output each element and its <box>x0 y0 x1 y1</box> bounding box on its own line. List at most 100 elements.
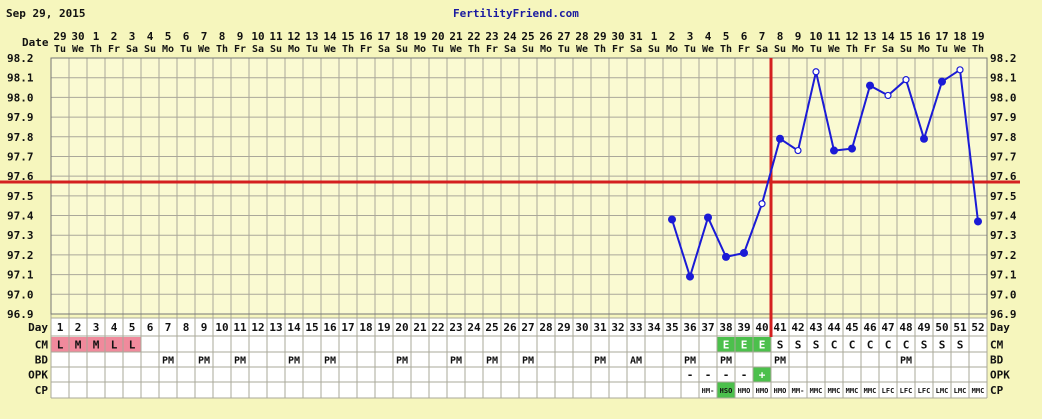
weekday-label: Tu <box>54 44 66 55</box>
cm-value: C <box>885 339 892 352</box>
date-label: 4 <box>705 30 712 43</box>
date-label: 28 <box>575 30 588 43</box>
y-tick-label-left: 98.1 <box>7 72 34 85</box>
bd-value: PM <box>198 356 210 367</box>
cycle-day-label: 42 <box>791 321 804 334</box>
temp-point <box>668 215 676 224</box>
cp-value: HMO <box>738 387 751 395</box>
cm-cell-menstruation <box>123 337 141 352</box>
y-tick-label-right: 97.2 <box>990 249 1017 262</box>
weekday-label: Mo <box>414 44 426 55</box>
cycle-day-label: 49 <box>917 321 930 334</box>
cycle-day-label: 46 <box>863 321 877 334</box>
y-tick-label-right: 98.0 <box>990 91 1017 104</box>
cm-row-label-right: CM <box>990 339 1004 352</box>
cycle-day-label: 11 <box>233 321 247 334</box>
date-row-label: Date <box>22 36 49 49</box>
date-label: 1 <box>651 30 658 43</box>
y-tick-label-left: 97.4 <box>7 210 34 223</box>
weekday-label: Su <box>144 44 156 55</box>
cp-value: LFC <box>900 387 913 395</box>
y-tick-label-right: 97.3 <box>990 229 1017 242</box>
weekday-label: Sa <box>378 44 390 55</box>
cm-value: M <box>93 339 100 352</box>
date-label: 13 <box>305 30 318 43</box>
date-label: 19 <box>971 30 984 43</box>
temp-point <box>920 134 928 143</box>
cycle-day-label: 28 <box>539 321 552 334</box>
bd-value: PM <box>162 356 174 367</box>
cycle-day-label: 3 <box>93 321 100 334</box>
cm-value: E <box>741 339 748 352</box>
weekday-label: Su <box>648 44 660 55</box>
y-tick-label-left: 97.3 <box>7 229 34 242</box>
bd-value: PM <box>234 356 246 367</box>
opk-value: - <box>705 369 712 382</box>
temp-point-open <box>794 146 802 155</box>
cycle-day-label: 5 <box>129 321 136 334</box>
date-label: 17 <box>935 30 948 43</box>
cm-value: L <box>111 339 118 352</box>
date-label: 8 <box>219 30 226 43</box>
weekday-label: Th <box>468 44 480 55</box>
date-label: 18 <box>395 30 408 43</box>
date-label: 5 <box>165 30 172 43</box>
temp-point-open <box>956 66 964 74</box>
opk-value: - <box>723 369 730 382</box>
y-tick-label-left: 97.8 <box>7 131 34 144</box>
weekday-label: Th <box>594 44 606 55</box>
weekday-label: Su <box>900 44 912 55</box>
weekday-label: Mo <box>666 44 678 55</box>
cycle-day-label: 6 <box>147 321 154 334</box>
cycle-day-label: 16 <box>323 321 337 334</box>
weekday-label: We <box>954 44 966 55</box>
cm-cell-menstruation <box>69 337 87 352</box>
cm-cell-menstruation <box>87 337 105 352</box>
date-label: 4 <box>147 30 154 43</box>
cm-cell-menstruation <box>51 337 69 352</box>
cp-value: LMC <box>936 387 949 395</box>
temp-point <box>848 144 856 153</box>
y-tick-label-left: 98.0 <box>7 91 34 104</box>
cycle-day-label: 35 <box>665 321 678 334</box>
y-tick-label-right: 97.0 <box>990 288 1017 301</box>
cycle-day-label: 12 <box>251 321 264 334</box>
cycle-day-label: 15 <box>305 321 318 334</box>
date-label: 6 <box>183 30 190 43</box>
bd-row-label: BD <box>35 354 49 367</box>
weekday-label: Sa <box>756 44 768 55</box>
date-label: 12 <box>845 30 858 43</box>
date-label: 16 <box>917 30 931 43</box>
date-label: 9 <box>795 30 802 43</box>
weekday-label: We <box>702 44 714 55</box>
date-label: 2 <box>669 30 676 43</box>
y-tick-label-right: 97.5 <box>990 190 1017 203</box>
weekday-label: Mo <box>162 44 174 55</box>
date-label: 20 <box>431 30 444 43</box>
date-label: 27 <box>557 30 570 43</box>
y-tick-label-left: 96.9 <box>7 308 34 321</box>
cp-value: HMO <box>774 387 787 395</box>
weekday-label: Sa <box>126 44 138 55</box>
bd-value: PM <box>720 356 732 367</box>
brand-link[interactable]: FertilityFriend.com <box>453 7 579 20</box>
date-label: 21 <box>449 30 463 43</box>
opk-value: - <box>687 369 694 382</box>
cycle-day-label: 36 <box>683 321 697 334</box>
weekday-label: Th <box>216 44 228 55</box>
cp-value: MMC <box>864 387 877 395</box>
y-tick-label-right: 98.2 <box>990 52 1017 65</box>
date-label: 5 <box>723 30 730 43</box>
weekday-label: Fr <box>612 44 624 55</box>
y-tick-label-left: 97.2 <box>7 249 34 262</box>
cm-value: S <box>921 339 928 352</box>
cm-value: S <box>795 339 802 352</box>
weekday-label: Fr <box>360 44 372 55</box>
cycle-day-label: 47 <box>881 321 894 334</box>
opk-row-label-right: OPK <box>990 369 1010 382</box>
cm-value: E <box>723 339 730 352</box>
cycle-day-label: 39 <box>737 321 750 334</box>
cycle-day-label: 43 <box>809 321 822 334</box>
weekday-label: Sa <box>252 44 264 55</box>
cycle-day-label: 34 <box>647 321 661 334</box>
